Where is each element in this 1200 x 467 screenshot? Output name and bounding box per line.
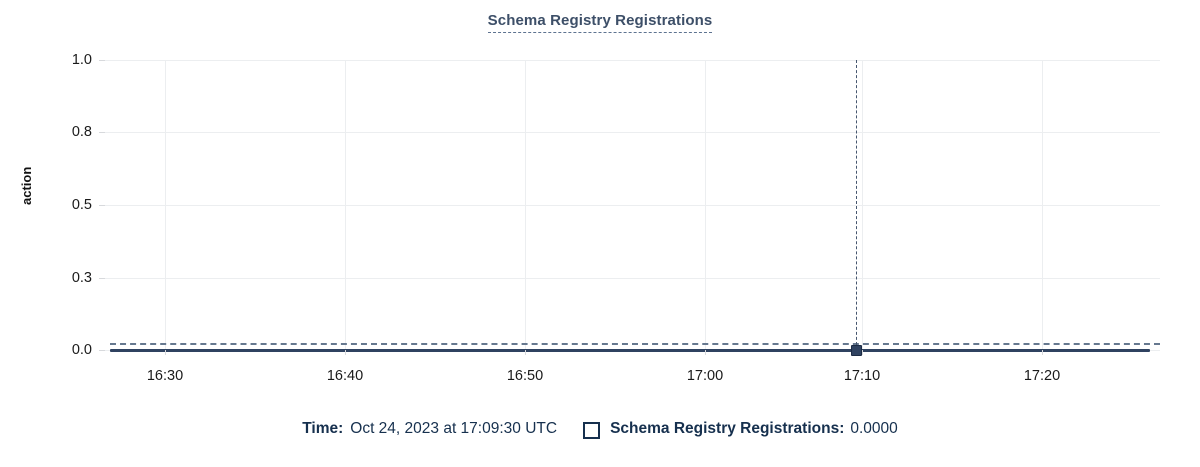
y-tick-mark	[99, 350, 105, 351]
x-tick-mark	[1042, 350, 1043, 355]
tooltip-time-value: Oct 24, 2023 at 17:09:30 UTC	[350, 420, 558, 437]
plot-area[interactable]	[105, 60, 1160, 356]
x-tick-label: 16:30	[146, 368, 184, 384]
gridline-vertical	[345, 60, 346, 350]
y-tick-label: 0.0	[71, 342, 92, 358]
tooltip-time-group: Time: Oct 24, 2023 at 17:09:30 UTC	[302, 420, 557, 438]
x-tick-label: 16:50	[506, 368, 544, 384]
x-tick-label: 17:20	[1023, 368, 1061, 384]
gridline-vertical	[165, 60, 166, 350]
x-tick-mark	[525, 350, 526, 355]
gridline-horizontal	[105, 205, 1160, 206]
x-tick-mark	[345, 350, 346, 355]
chart-title-text: Schema Registry Registrations	[487, 12, 713, 33]
y-tick-mark	[99, 278, 105, 279]
legend-swatch-icon	[583, 421, 601, 439]
y-tick-mark	[99, 205, 105, 206]
legend-item-schema-registry-registrations[interactable]: Schema Registry Registrations: 0.0000	[583, 420, 898, 439]
legend-series-value: 0.0000	[850, 420, 898, 437]
y-tick-label: 0.8	[71, 124, 92, 140]
gridline-vertical	[1042, 60, 1043, 350]
x-tick-label: 17:10	[843, 368, 881, 384]
y-tick-label: 0.3	[71, 270, 92, 286]
gridline-horizontal	[105, 132, 1160, 133]
x-tick-mark	[862, 350, 863, 355]
y-tick-label: 0.5	[71, 197, 92, 213]
gridline-vertical	[705, 60, 706, 350]
series-line-schema-registry-registrations	[110, 349, 1150, 352]
x-tick-mark	[165, 350, 166, 355]
gridline-horizontal	[105, 278, 1160, 279]
legend-series-label: Schema Registry Registrations:	[610, 420, 845, 437]
y-axis-title: action	[19, 166, 34, 205]
y-tick-mark	[99, 132, 105, 133]
gridline-vertical	[525, 60, 526, 350]
chart-title: Schema Registry Registrations	[0, 12, 1200, 33]
x-tick-label: 16:40	[326, 368, 364, 384]
gridline-vertical	[862, 60, 863, 350]
y-tick-mark	[99, 60, 105, 61]
y-tick-label: 1.0	[71, 52, 92, 68]
gridline-horizontal	[105, 60, 1160, 61]
x-tick-label: 17:00	[686, 368, 724, 384]
tooltip-time-label: Time:	[302, 420, 344, 437]
data-point-marker[interactable]	[851, 345, 862, 356]
tooltip-row: Time: Oct 24, 2023 at 17:09:30 UTC Schem…	[0, 420, 1200, 439]
y-axis-tick-labels: 1.0 0.8 0.5 0.3 0.0	[52, 0, 92, 467]
x-tick-mark	[705, 350, 706, 355]
series-line-threshold	[110, 343, 1160, 345]
crosshair-vertical-line	[856, 60, 857, 350]
